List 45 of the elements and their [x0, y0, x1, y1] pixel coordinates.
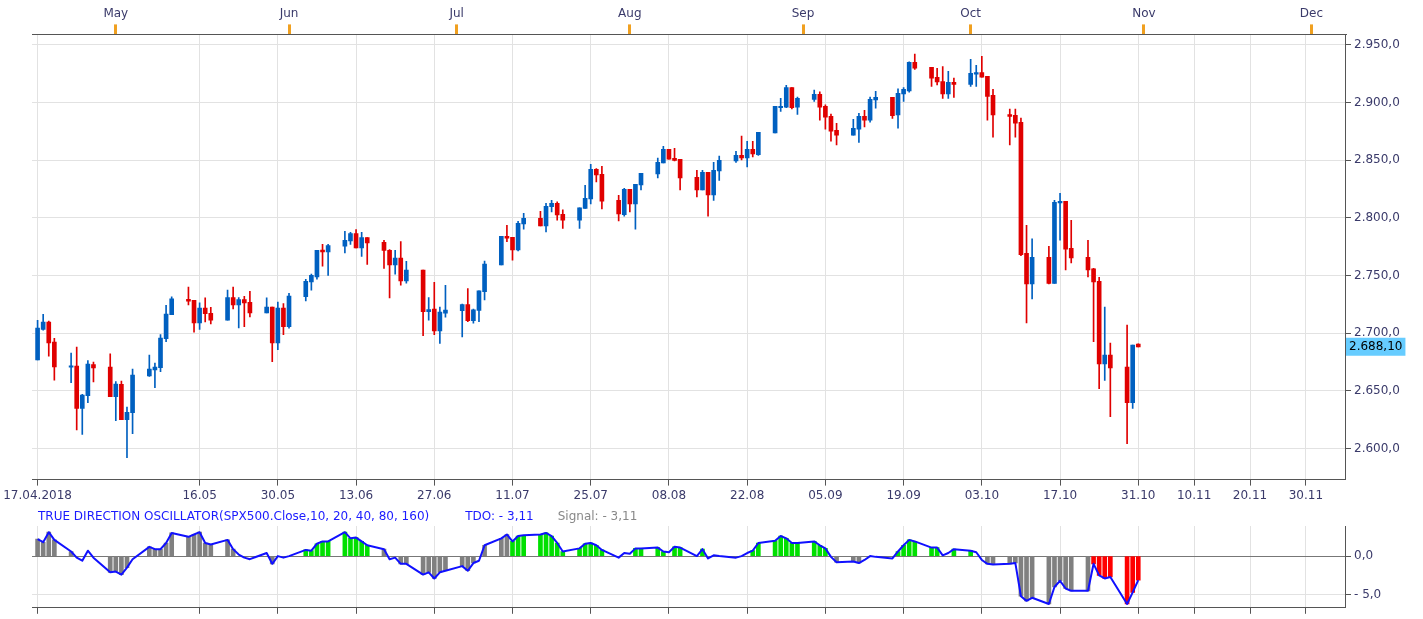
x-tick-label: 19.09: [886, 487, 921, 502]
y-tick-label: 2.750,0: [1354, 267, 1400, 282]
y-tick-label: 2.850,0: [1354, 152, 1400, 167]
x2-tick-label: Sep: [791, 6, 815, 21]
candlestick: [364, 237, 370, 265]
x-tick-label: 31.10: [1121, 487, 1156, 502]
x-tick-label: 13.06: [338, 487, 374, 502]
x-tick-label: 22.08: [729, 487, 765, 502]
text: 2.688,10: [1349, 338, 1403, 353]
x-tick-label: 17.10: [1042, 487, 1078, 502]
candlestick: [426, 297, 432, 321]
chart-title: TRUE DIRECTION OSCILLATOR(SPX500.Close,10, 20, 40, 80, 160): [37, 509, 430, 524]
x-tick-label: 05.09: [808, 487, 843, 502]
y-tick-label: 2.650,0: [1354, 382, 1400, 397]
x2-tick-label: Dec: [1299, 6, 1324, 21]
x-tick-label: 27.06: [417, 487, 452, 502]
text: TDO: - 3,11: [464, 509, 534, 524]
y-tick-label: 2.800,0: [1354, 209, 1400, 224]
x2-tick-label: Nov: [1132, 6, 1156, 21]
y-tick-label: 2.600,0: [1354, 440, 1400, 455]
y-tick-label: 2.900,0: [1354, 94, 1400, 109]
y-tick-label: 0,0: [1354, 548, 1374, 563]
x2-tick-label: Jul: [448, 6, 464, 21]
x2-tick-label: Jun: [278, 6, 299, 21]
x2-tick-label: Aug: [618, 6, 642, 21]
y-tick-label: 2.950,0: [1354, 36, 1400, 51]
x-tick-label: 30.05: [260, 487, 296, 502]
y-tick-label: - 5,0: [1354, 586, 1382, 601]
x-tick-label: 25.07: [573, 487, 608, 502]
x-tick-label: 17.04.2018: [3, 487, 72, 502]
x-tick-label: 16.05: [182, 487, 217, 502]
y-tick-label: 2.700,0: [1354, 325, 1400, 340]
x-tick-label: 20.11: [1232, 487, 1268, 502]
x2-tick-label: May: [103, 6, 129, 21]
x-tick-label: 03.10: [964, 487, 1000, 502]
x2-tick-label: Oct: [960, 6, 982, 21]
x-tick-label: 08.08: [651, 487, 687, 502]
candlestick: [459, 303, 465, 338]
candlestick: [1102, 306, 1108, 381]
x-tick-label: 11.07: [495, 487, 530, 502]
candlestick: [236, 297, 242, 329]
text: Signal: - 3,11: [557, 509, 638, 524]
candlestick: [951, 77, 957, 98]
x-tick-label: 30.11: [1288, 487, 1324, 502]
x-tick-label: 10.11: [1176, 487, 1212, 502]
